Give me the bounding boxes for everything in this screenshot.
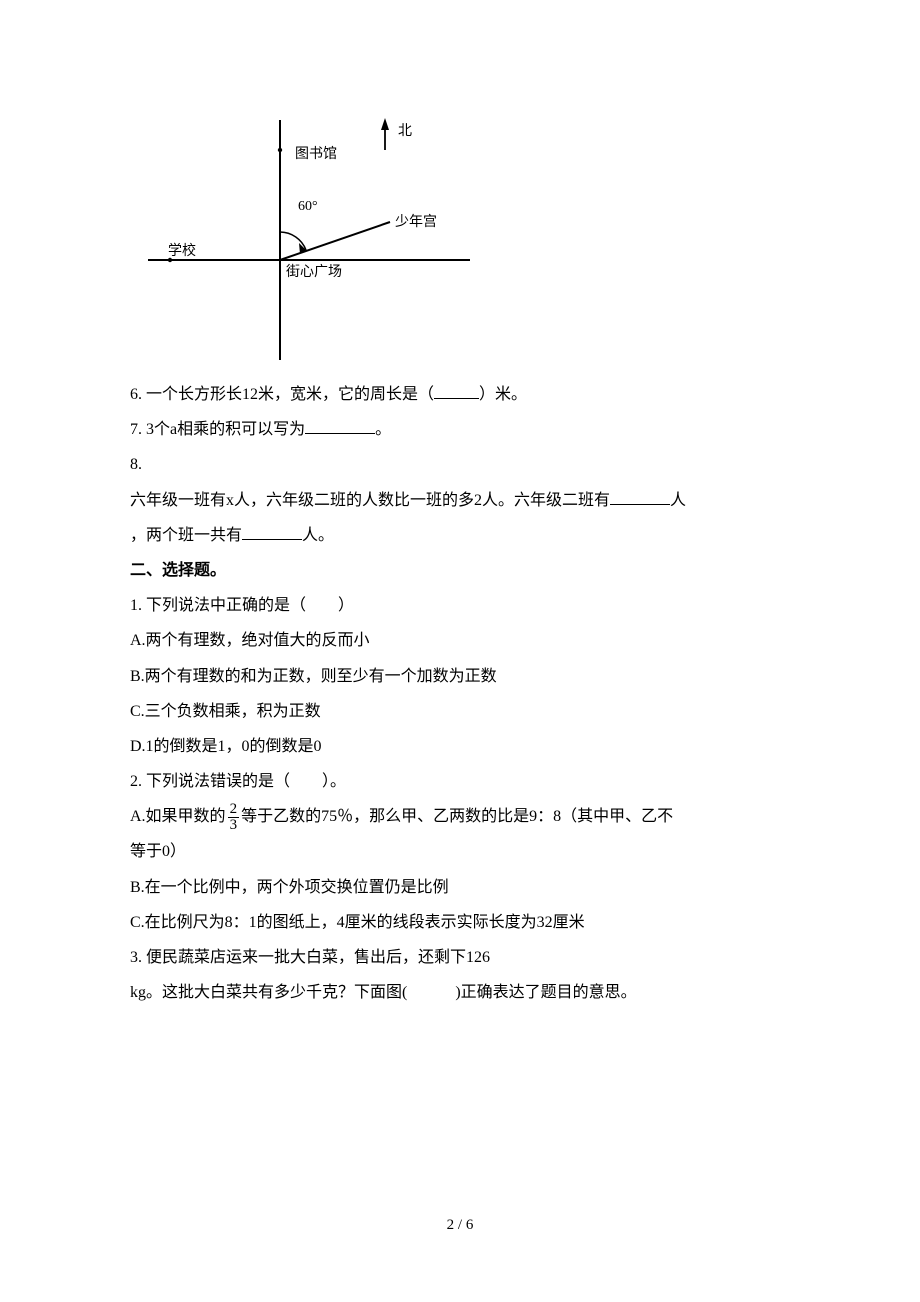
q8-l2a: ，两个班一共有 <box>130 527 242 544</box>
q8-l1b: 人 <box>670 492 686 509</box>
s2q2-fraction: 23 <box>228 802 240 833</box>
q7-blank <box>305 418 375 434</box>
s2q2-num: 2. <box>130 773 142 790</box>
q7-text-b: 。 <box>375 421 391 438</box>
q8-line1: 六年级一班有x人，六年级二班的人数比一班的多2人。六年级二班有 人 <box>130 483 790 518</box>
s2q1-c: C.三个负数相乘，积为正数 <box>130 694 790 729</box>
q6-text-b: ）米。 <box>479 386 527 403</box>
frac-num: 2 <box>228 802 240 818</box>
s2q1-d: D.1的倒数是1，0的倒数是0 <box>130 729 790 764</box>
angle-label: 60° <box>298 199 318 214</box>
s2q2-a-line2: 等于0） <box>130 834 790 869</box>
s2q2-a-a: A.如果甲数的 <box>130 808 226 825</box>
library-dot <box>278 148 282 152</box>
s2q2-text: 下列说法错误的是（ ）。 <box>146 773 346 790</box>
q8-l2b: 人。 <box>302 527 334 544</box>
s2q3-l1: 便民蔬菜店运来一批大白菜，售出后，还剩下126 <box>146 949 490 966</box>
q8-blank1 <box>610 489 670 505</box>
s2q2-a-b: 等于乙数的75％，那么甲、乙两数的比是9：8（其中甲、乙不 <box>241 808 673 825</box>
s2q1-b: B.两个有理数的和为正数，则至少有一个加数为正数 <box>130 659 790 694</box>
palace-label: 少年宫 <box>395 214 437 230</box>
square-label: 街心广场 <box>286 264 342 280</box>
school-label: 学校 <box>168 242 196 259</box>
q7-text-a: 3个a相乘的积可以写为 <box>146 421 305 438</box>
s2q1-stem: 1. 下列说法中正确的是（ ） <box>130 588 790 623</box>
north-label: 北 <box>398 123 412 139</box>
s2q3-num: 3. <box>130 949 142 966</box>
page-footer: 2 / 6 <box>0 1209 920 1242</box>
s2q2-c: C.在比例尺为8：1的图纸上，4厘米的线段表示实际长度为32厘米 <box>130 905 790 940</box>
q7: 7. 3个a相乘的积可以写为 。 <box>130 412 790 447</box>
section2-heading: 二、选择题。 <box>130 553 790 588</box>
q8-blank2 <box>242 524 302 540</box>
direction-diagram: 北 图书馆 60° 少年宫 学校 街心广场 <box>140 100 480 365</box>
s2q2-stem: 2. 下列说法错误的是（ ）。 <box>130 764 790 799</box>
s2q3-line1: 3. 便民蔬菜店运来一批大白菜，售出后，还剩下126 <box>130 940 790 975</box>
q8-l1a: 六年级一班有x人，六年级二班的人数比一班的多2人。六年级二班有 <box>130 492 610 509</box>
q6-text-a: 一个长方形长12米，宽米，它的周长是（ <box>146 386 434 403</box>
s2q1-text: 下列说法中正确的是（ ） <box>146 597 354 614</box>
s2q2-b: B.在一个比例中，两个外项交换位置仍是比例 <box>130 870 790 905</box>
s2q1-num: 1. <box>130 597 142 614</box>
s2q3-line2: kg。这批大白菜共有多少千克？下面图( )正确表达了题目的意思。 <box>130 975 790 1010</box>
q8-line2: ，两个班一共有 人。 <box>130 518 790 553</box>
q8-num: 8. <box>130 456 142 473</box>
s2q2-a-line1: A.如果甲数的23等于乙数的75％，那么甲、乙两数的比是9：8（其中甲、乙不 <box>130 799 790 834</box>
q8-num-line: 8. <box>130 447 790 482</box>
north-arrow-head <box>381 118 389 130</box>
q6-num: 6. <box>130 386 142 403</box>
document-body: 6. 一个长方形长12米，宽米，它的周长是（ ）米。 7. 3个a相乘的积可以写为… <box>130 377 790 1010</box>
frac-den: 3 <box>228 818 240 833</box>
palace-line <box>280 222 390 260</box>
q7-num: 7. <box>130 421 142 438</box>
library-label: 图书馆 <box>295 146 337 162</box>
s2q1-a: A.两个有理数，绝对值大的反而小 <box>130 623 790 658</box>
q6-blank <box>434 383 479 399</box>
q6: 6. 一个长方形长12米，宽米，它的周长是（ ）米。 <box>130 377 790 412</box>
